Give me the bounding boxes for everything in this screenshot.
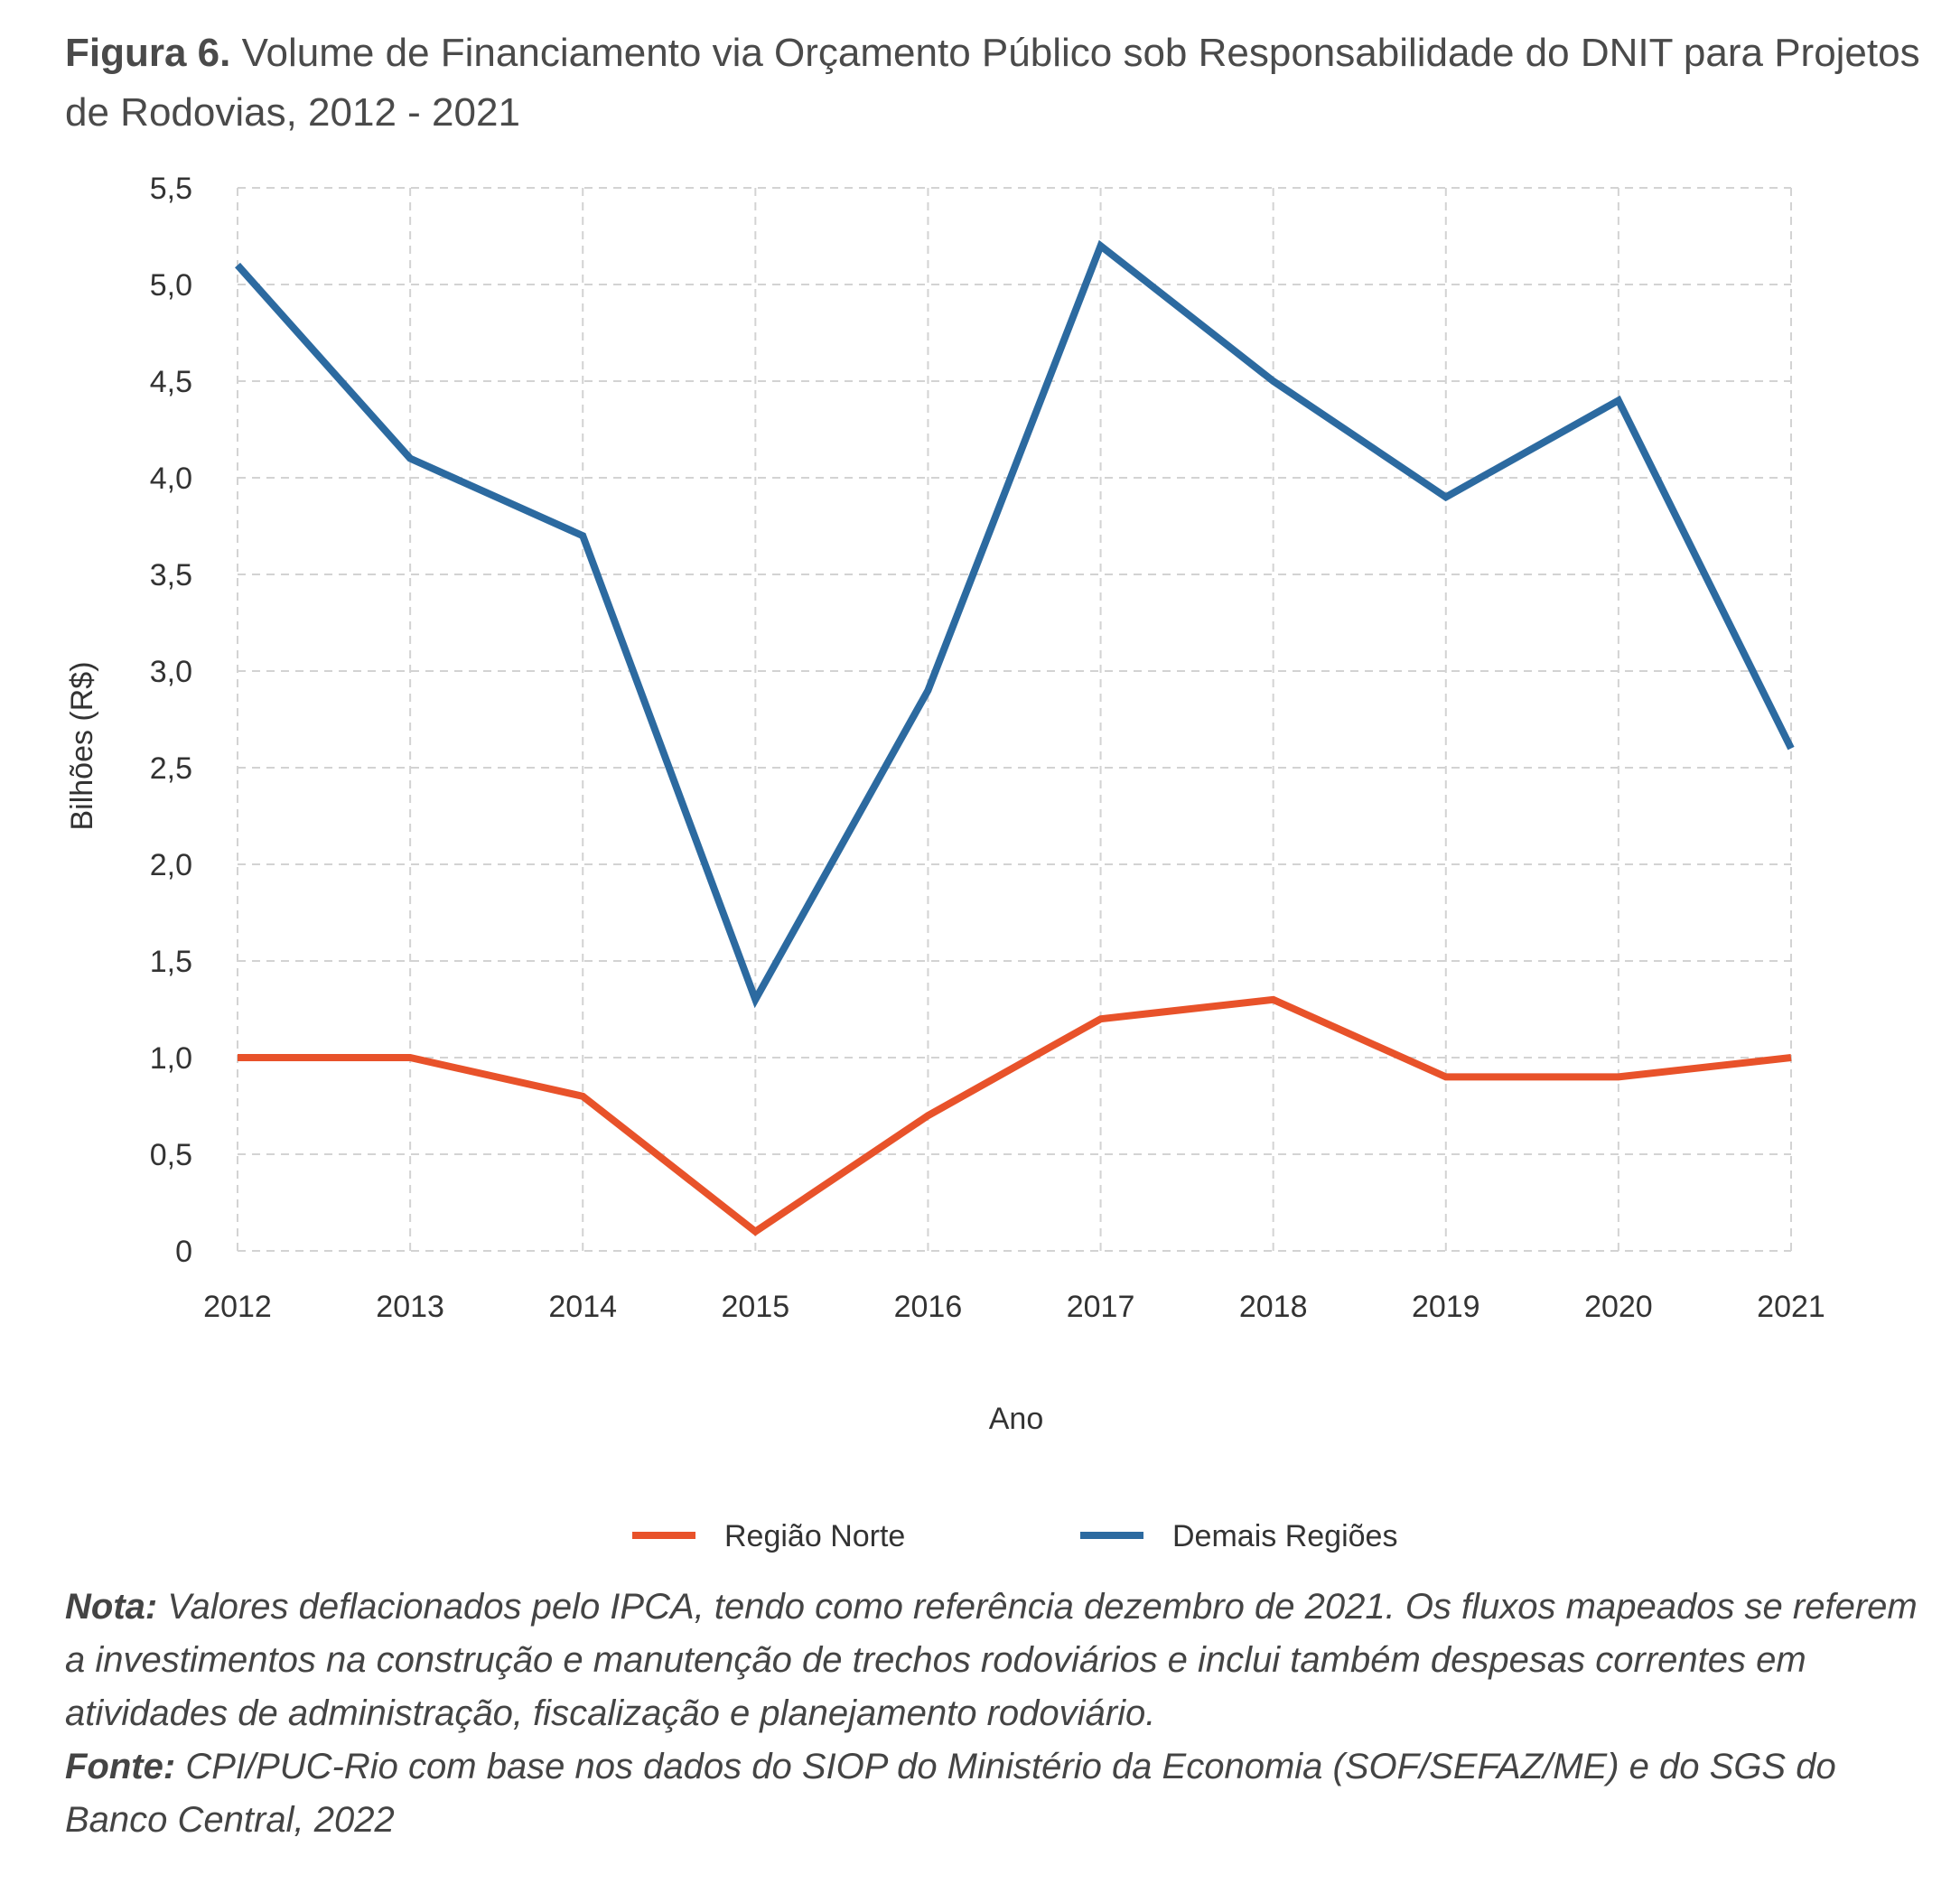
y-tick-label: 5,5 [150,172,192,206]
y-tick-label: 2,5 [150,751,192,786]
figure-title-text: Volume de Financiamento via Orçamento Pú… [65,31,1920,135]
x-tick-label: 2018 [1239,1290,1308,1324]
legend-label: Demais Regiões [1172,1519,1397,1553]
series-line-regiao-norte [238,995,1792,1236]
x-axis-ticks: 2012 2013 2014 2015 2016 2017 2018 2019 2020 2021 [203,1290,1825,1324]
figure-label: Figura 6. [65,31,231,75]
y-tick-label: 4,0 [150,462,192,496]
y-tick-label: 5,0 [150,268,192,303]
legend-item-regiao-norte: Região Norte [632,1519,905,1553]
y-tick-label: 4,5 [150,365,192,399]
line-chart: 00,51,01,52,02,53,03,54,04,55,05,5 2012 2… [65,172,1825,1553]
y-axis-label: Bilhões (R$) [65,661,99,830]
y-tick-label: 3,5 [150,558,192,592]
x-tick-label: 2016 [894,1290,963,1324]
chart-grid [237,187,1792,1252]
x-axis-label: Ano [989,1402,1044,1436]
x-tick-label: 2013 [376,1290,444,1324]
y-tick-label: 1,5 [150,945,192,979]
legend-label: Região Norte [724,1519,905,1553]
y-tick-label: 0,5 [150,1138,192,1172]
nota-label: Nota: [65,1587,158,1627]
x-tick-label: 2012 [203,1290,272,1324]
chart-series [235,239,1795,1236]
series-line-demais-regioes [235,239,1795,1009]
x-tick-label: 2020 [1584,1290,1653,1324]
x-tick-label: 2015 [722,1290,790,1324]
figure-notes: Nota: Valores deflacionados pelo IPCA, t… [65,1581,1926,1847]
chart-legend: Região Norte Demais Regiões [632,1519,1397,1553]
fonte-label: Fonte: [65,1747,176,1786]
nota-text: Valores deflacionados pelo IPCA, tendo c… [65,1587,1918,1733]
y-tick-label: 3,0 [150,655,192,689]
y-tick-label: 0 [175,1235,192,1269]
x-tick-label: 2014 [548,1290,617,1324]
y-tick-label: 2,0 [150,848,192,882]
fonte-paragraph: Fonte: CPI/PUC-Rio com base nos dados do… [65,1740,1926,1847]
x-tick-label: 2021 [1757,1290,1825,1324]
y-tick-label: 1,0 [150,1041,192,1076]
fonte-text: CPI/PUC-Rio com base nos dados do SIOP d… [65,1747,1836,1840]
nota-paragraph: Nota: Valores deflacionados pelo IPCA, t… [65,1581,1926,1740]
x-tick-label: 2019 [1412,1290,1480,1324]
y-axis-ticks: 0 0,5 1,0 1,5 2,0 2,5 3,0 3,5 4,0 4,5 5,0 5,5 [150,172,192,1269]
x-tick-label: 2017 [1067,1290,1135,1324]
legend-item-demais-regioes: Demais Regiões [1080,1519,1397,1553]
figure-title: Figura 6. Volume de Financiamento via Or… [65,23,1926,143]
